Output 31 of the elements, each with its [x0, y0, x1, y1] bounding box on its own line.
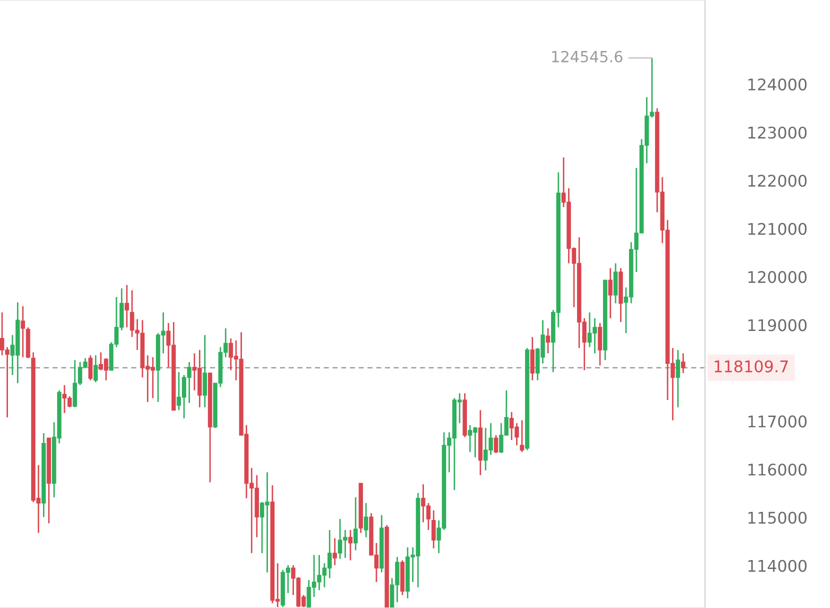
candlestick	[353, 496, 358, 551]
y-tick-label: 117000	[748, 415, 807, 428]
candlestick	[124, 284, 129, 328]
y-tick-label: 122000	[748, 174, 807, 187]
y-tick-label: 121000	[748, 222, 807, 235]
candlestick	[494, 434, 498, 454]
candlestick	[608, 267, 613, 319]
candlestick	[431, 510, 436, 549]
ref-line-label: 118109.7	[714, 360, 788, 372]
candlestick	[364, 502, 368, 538]
candlestick	[598, 322, 602, 366]
candlestick	[530, 336, 535, 381]
candlestick	[520, 420, 524, 453]
candlestick	[546, 328, 550, 354]
y-tick-label: 124000	[748, 78, 807, 91]
candlestick	[676, 349, 680, 408]
candlestick	[20, 305, 26, 358]
candlestick	[88, 354, 93, 381]
y-tick-label: 114000	[748, 560, 807, 572]
candlestick	[94, 354, 98, 383]
annotation: 124545.6	[552, 50, 622, 62]
candlestick	[613, 262, 618, 304]
y-tick-label: 123000	[748, 126, 807, 139]
candlestick	[348, 529, 353, 562]
candlestick	[202, 334, 207, 408]
y-tick-label: 119000	[748, 319, 807, 332]
candlestick	[681, 352, 686, 374]
candlestick	[332, 538, 337, 566]
y-tick-label: 115000	[748, 512, 807, 524]
y-tick-label: 120000	[748, 271, 807, 284]
y-tick-label: 116000	[748, 464, 807, 476]
